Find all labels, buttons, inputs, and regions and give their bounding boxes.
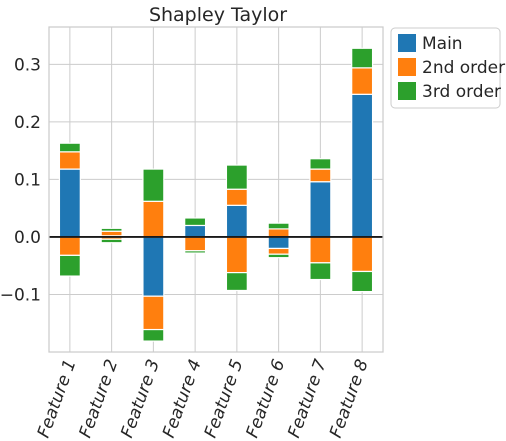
bar-main-feature-3 [142, 236, 165, 297]
bar-2nd-order-feature-3 [142, 200, 165, 238]
bar-2nd-order-feature-6 [267, 228, 290, 238]
bar-2nd-order-feature-7 [309, 236, 332, 264]
bar-3rd-order-feature-8 [351, 270, 374, 293]
bar-main-feature-4 [184, 224, 207, 238]
bar-2nd-order-feature-5 [225, 188, 248, 206]
bar-2nd-order-feature-7 [309, 168, 332, 183]
bar-3rd-order-feature-4 [184, 250, 207, 254]
x-tick-label: Feature 7 [284, 357, 331, 441]
legend-label-2nd-order: 2nd order [422, 58, 505, 78]
bar-3rd-order-feature-1 [58, 254, 81, 277]
x-tick-label: Feature 1 [34, 357, 81, 441]
y-tick-label: 0.0 [14, 228, 41, 248]
grid [49, 27, 383, 352]
y-tick-label: −0.1 [0, 285, 41, 305]
bar-3rd-order-feature-8 [351, 47, 374, 69]
x-tick-label: Feature 3 [117, 357, 164, 441]
legend-label-3rd-order: 3rd order [422, 82, 501, 102]
bar-2nd-order-feature-8 [351, 236, 374, 273]
bar-3rd-order-feature-6 [267, 222, 290, 230]
x-tick-label: Feature 2 [76, 357, 123, 441]
bar-3rd-order-feature-6 [267, 253, 290, 259]
legend-swatch-2nd-order [398, 58, 416, 76]
legend-swatch-main [398, 34, 416, 52]
bar-3rd-order-feature-2 [100, 238, 123, 244]
legend-swatch-3rd-order [398, 82, 416, 100]
bar-main-feature-1 [58, 168, 81, 238]
bar-3rd-order-feature-3 [142, 328, 165, 342]
bar-2nd-order-feature-1 [58, 236, 81, 256]
bar-main-feature-5 [225, 204, 248, 238]
chart-title: Shapley Taylor [149, 4, 287, 26]
bar-3rd-order-feature-1 [58, 142, 81, 153]
bar-2nd-order-feature-2 [100, 230, 123, 237]
x-tick-label: Feature 4 [159, 357, 206, 441]
plot-frame [48, 26, 384, 353]
legend-label-main: Main [422, 34, 463, 54]
bar-3rd-order-feature-7 [309, 158, 332, 170]
bar-main-feature-8 [351, 93, 374, 238]
bars [58, 47, 374, 342]
bar-3rd-order-feature-3 [142, 168, 165, 202]
bar-2nd-order-feature-5 [225, 236, 248, 274]
bar-2nd-order-feature-6 [267, 247, 290, 255]
y-axis: −0.1 0.0 0.1 0.2 0.3 [0, 55, 41, 305]
bar-2nd-order-feature-3 [142, 295, 165, 331]
legend-frame [390, 27, 501, 109]
bar-2nd-order-feature-1 [58, 151, 81, 170]
x-tick-label: Feature 6 [243, 357, 290, 441]
bar-3rd-order-feature-5 [225, 272, 248, 292]
legend: Main 2nd order 3rd order [390, 27, 505, 109]
bar-main-feature-7 [309, 181, 332, 238]
y-tick-label: 0.3 [14, 55, 41, 75]
y-tick-label: 0.1 [14, 170, 41, 190]
bar-3rd-order-feature-5 [225, 164, 248, 190]
bar-2nd-order-feature-8 [351, 67, 374, 95]
bar-3rd-order-feature-7 [309, 262, 332, 281]
bar-main-feature-6 [267, 236, 290, 250]
bar-3rd-order-feature-4 [184, 217, 207, 227]
x-tick-label: Feature 5 [201, 357, 248, 441]
y-tick-label: 0.2 [14, 113, 41, 133]
bar-3rd-order-feature-2 [100, 227, 123, 232]
bar-2nd-order-feature-4 [184, 236, 207, 252]
x-tick-label: Feature 8 [326, 357, 373, 441]
